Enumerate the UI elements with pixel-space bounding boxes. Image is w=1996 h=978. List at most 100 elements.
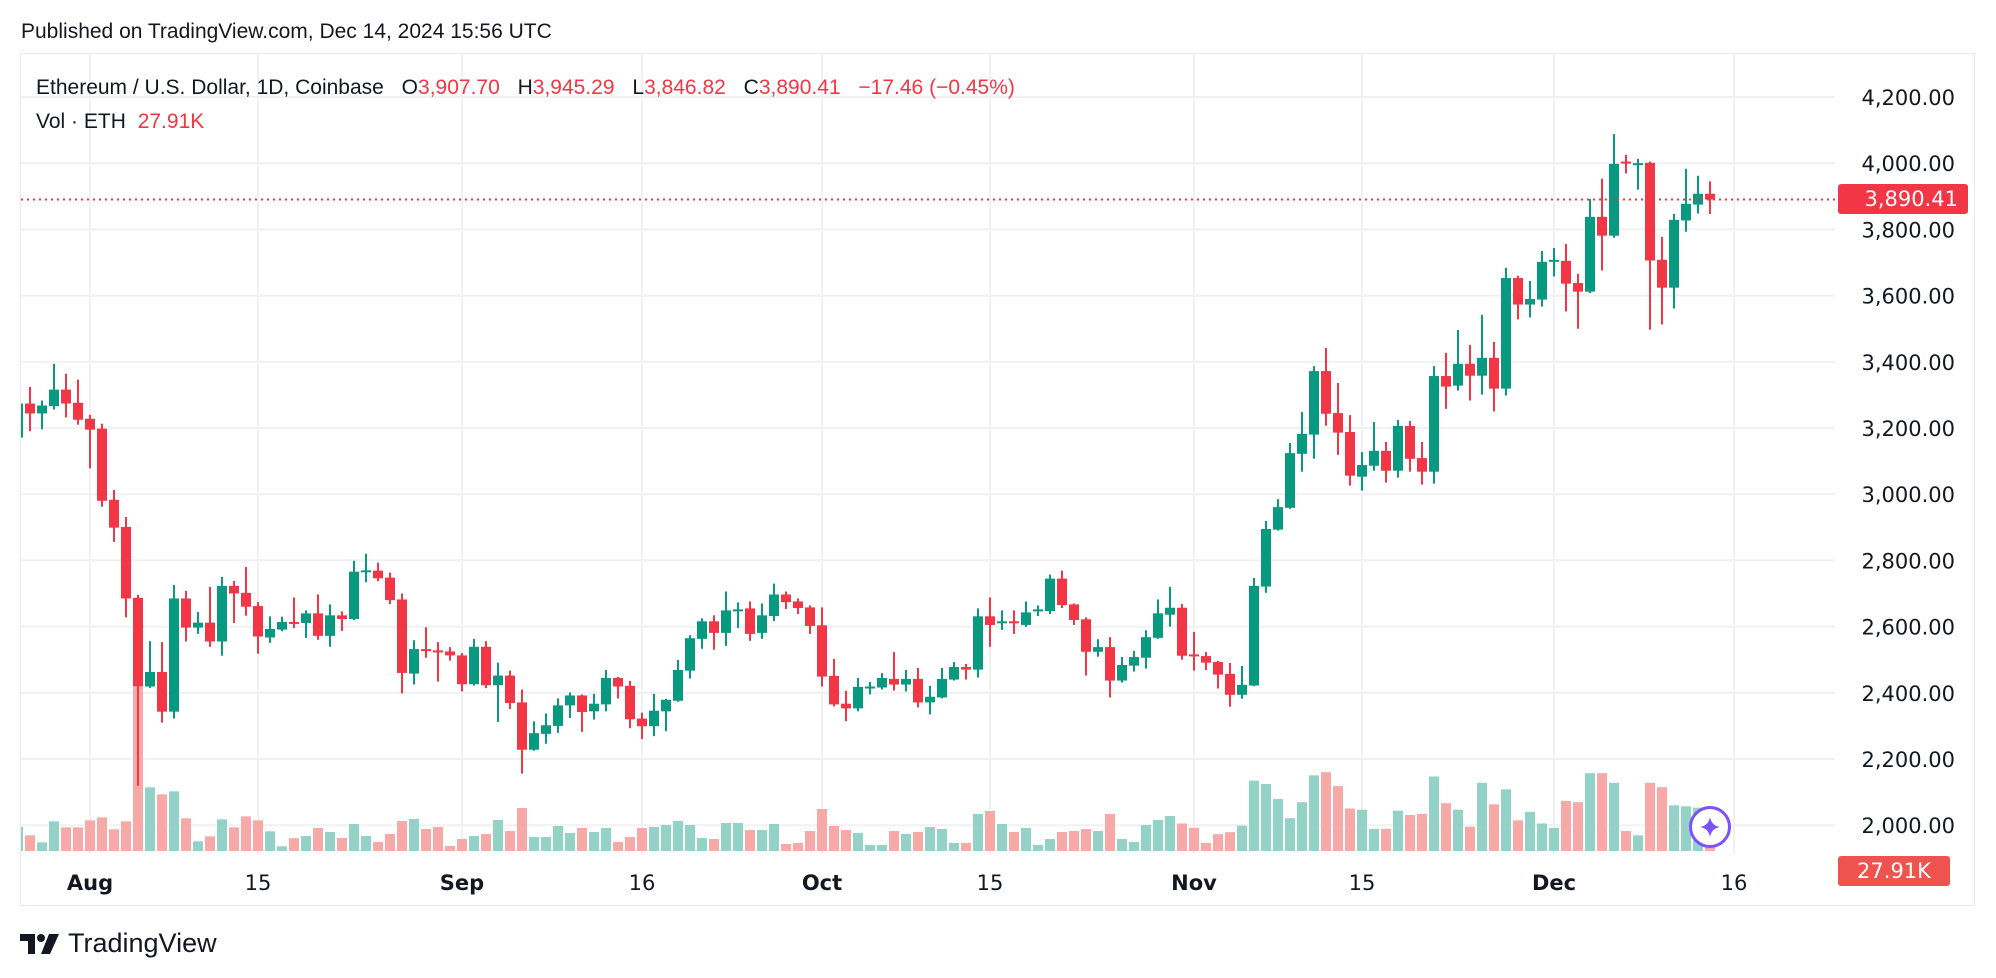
candle-body[interactable] xyxy=(1681,203,1691,221)
candle-body[interactable] xyxy=(133,597,143,687)
candle-body[interactable] xyxy=(85,418,95,430)
candle-body[interactable] xyxy=(853,686,863,709)
candle-body[interactable] xyxy=(589,703,599,712)
candle-body[interactable] xyxy=(1117,664,1127,681)
candle-body[interactable] xyxy=(661,699,671,712)
candle-body[interactable] xyxy=(1189,654,1199,657)
candle-body[interactable] xyxy=(469,646,479,685)
candle-body[interactable] xyxy=(169,598,179,712)
candle-body[interactable] xyxy=(1045,578,1055,612)
candle-body[interactable] xyxy=(1153,613,1163,638)
candle-body[interactable] xyxy=(505,675,515,704)
candle-body[interactable] xyxy=(1261,528,1271,587)
candle-body[interactable] xyxy=(1369,450,1379,466)
candle-body[interactable] xyxy=(697,621,707,639)
candle-body[interactable] xyxy=(553,705,563,726)
candle-body[interactable] xyxy=(841,703,851,709)
candle-body[interactable] xyxy=(1693,193,1703,205)
candle-body[interactable] xyxy=(1213,662,1223,675)
symbol-title[interactable]: Ethereum / U.S. Dollar, 1D, Coinbase xyxy=(36,76,384,99)
candle-body[interactable] xyxy=(349,571,359,619)
candle-body[interactable] xyxy=(337,615,347,619)
candle-body[interactable] xyxy=(493,675,503,686)
candle-body[interactable] xyxy=(1405,426,1415,459)
candle-body[interactable] xyxy=(193,622,203,628)
candle-body[interactable] xyxy=(1393,426,1403,471)
candle-body[interactable] xyxy=(901,678,911,685)
candle-body[interactable] xyxy=(1009,621,1019,624)
candle-body[interactable] xyxy=(1597,216,1607,236)
tradingview-logo[interactable]: TradingView xyxy=(20,928,217,959)
candle-body[interactable] xyxy=(433,650,443,653)
candle-body[interactable] xyxy=(1609,163,1619,236)
candle-body[interactable] xyxy=(1621,161,1631,164)
candle-body[interactable] xyxy=(637,718,647,727)
candle-body[interactable] xyxy=(445,651,455,656)
candle-body[interactable] xyxy=(1069,604,1079,620)
candle-body[interactable] xyxy=(229,585,239,594)
candle-body[interactable] xyxy=(1429,376,1439,472)
candle-body[interactable] xyxy=(1345,431,1355,476)
candle-body[interactable] xyxy=(973,616,983,670)
candle-body[interactable] xyxy=(733,609,743,612)
candle-body[interactable] xyxy=(265,628,275,638)
candle-body[interactable] xyxy=(1705,193,1715,200)
candle-body[interactable] xyxy=(157,671,167,712)
candle-body[interactable] xyxy=(1573,283,1583,292)
candle-body[interactable] xyxy=(325,615,335,636)
candle-body[interactable] xyxy=(1585,216,1595,292)
candle-body[interactable] xyxy=(925,696,935,703)
candle-body[interactable] xyxy=(673,669,683,701)
candle-body[interactable] xyxy=(577,695,587,712)
candle-body[interactable] xyxy=(73,402,83,420)
candle-body[interactable] xyxy=(1129,657,1139,666)
candle-body[interactable] xyxy=(1021,612,1031,625)
candle-body[interactable] xyxy=(613,677,623,687)
candle-body[interactable] xyxy=(1441,376,1451,387)
candle-body[interactable] xyxy=(1561,260,1571,284)
candle-body[interactable] xyxy=(1141,637,1151,658)
candle-body[interactable] xyxy=(61,389,71,404)
candle-body[interactable] xyxy=(409,649,419,674)
candle-body[interactable] xyxy=(541,725,551,734)
candle-body[interactable] xyxy=(1453,363,1463,386)
candle-body[interactable] xyxy=(301,613,311,623)
candle-body[interactable] xyxy=(1081,619,1091,652)
candle-body[interactable] xyxy=(1657,259,1667,288)
candle-body[interactable] xyxy=(1093,647,1103,652)
candle-body[interactable] xyxy=(1177,607,1187,656)
price-axis[interactable]: 4,200.00 4,000.00 3,800.00 3,600.00 3,400.00… xyxy=(1861,86,1955,838)
candle-body[interactable] xyxy=(1225,673,1235,695)
assistant-button[interactable] xyxy=(1689,806,1731,848)
candle-body[interactable] xyxy=(829,675,839,705)
candle-body[interactable] xyxy=(97,428,107,501)
candle-body[interactable] xyxy=(1033,609,1043,612)
candle-body[interactable] xyxy=(1201,656,1211,663)
candle-body[interactable] xyxy=(421,649,431,652)
volume-label[interactable]: Vol · ETH xyxy=(36,110,126,133)
candle-body[interactable] xyxy=(1417,458,1427,472)
candle-body[interactable] xyxy=(649,710,659,727)
candle-body[interactable] xyxy=(217,585,227,642)
candle-body[interactable] xyxy=(277,621,287,630)
candle-body[interactable] xyxy=(1237,684,1247,695)
candle-body[interactable] xyxy=(1249,585,1259,686)
candle-body[interactable] xyxy=(1333,413,1343,433)
candle-body[interactable] xyxy=(313,613,323,636)
candle-body[interactable] xyxy=(601,677,611,705)
candle-body[interactable] xyxy=(253,606,263,637)
candle-body[interactable] xyxy=(817,625,827,677)
candle-body[interactable] xyxy=(865,686,875,689)
candle-body[interactable] xyxy=(1321,371,1331,414)
candle-body[interactable] xyxy=(241,592,251,607)
candle-body[interactable] xyxy=(985,616,995,625)
candle-body[interactable] xyxy=(805,607,815,626)
candle-body[interactable] xyxy=(1297,433,1307,454)
candle-body[interactable] xyxy=(889,678,899,685)
candle-body[interactable] xyxy=(457,655,467,685)
candle-body[interactable] xyxy=(877,677,887,688)
candle-body[interactable] xyxy=(1549,259,1559,262)
candle-body[interactable] xyxy=(373,570,383,579)
candle-body[interactable] xyxy=(205,622,215,642)
